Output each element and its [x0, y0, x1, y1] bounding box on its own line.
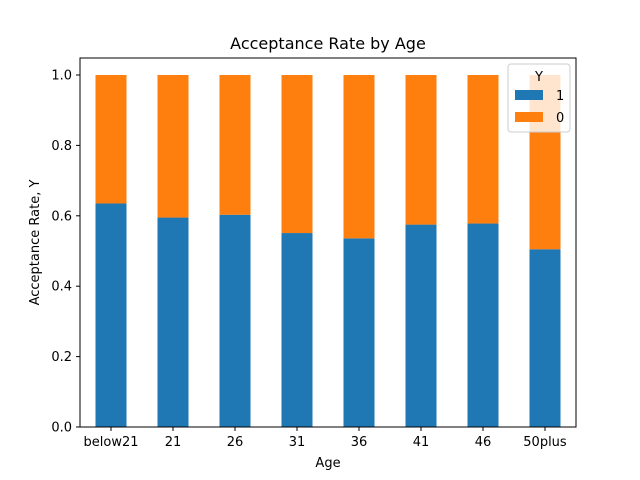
bar-31-y1 — [281, 233, 313, 427]
x-tick-label: 46 — [475, 435, 492, 450]
y-tick-label: 1.0 — [51, 69, 72, 84]
x-tick-label: 50plus — [523, 435, 567, 450]
y-tick-label: 0.2 — [51, 350, 72, 365]
x-tick-label: 31 — [289, 435, 306, 450]
bar-41-y0 — [405, 75, 437, 225]
x-tick-label: below21 — [84, 435, 139, 450]
bar-21-y1 — [157, 217, 189, 427]
axes-layer: 0.0 0.2 0.4 0.6 0.8 1.0 below21 21 26 31 36 41 46 50p… — [51, 57, 577, 450]
legend-swatch-1 — [515, 90, 543, 100]
bar-36-y0 — [343, 75, 375, 239]
bar-46-y1 — [467, 223, 499, 427]
y-tick-label: 0.4 — [51, 280, 72, 295]
bar-26-y0 — [219, 75, 251, 215]
x-tick-label: 36 — [351, 435, 368, 450]
legend-swatch-0 — [515, 112, 543, 122]
bar-50plus-y1 — [529, 249, 561, 427]
legend-entries: 10 — [515, 89, 564, 126]
legend-label-1: 1 — [556, 89, 564, 104]
legend: Y 10 — [507, 63, 571, 133]
bar-21-y0 — [157, 75, 189, 218]
x-tick-label: 21 — [165, 435, 182, 450]
y-tick-label: 0.0 — [51, 421, 72, 436]
bar-26-y1 — [219, 214, 251, 427]
x-axis-label: Age — [315, 456, 340, 471]
legend-label-0: 0 — [556, 111, 564, 126]
bars-layer — [95, 75, 561, 427]
bar-31-y0 — [281, 75, 313, 234]
bar-41-y1 — [405, 224, 437, 427]
chart-title: Acceptance Rate by Age — [230, 34, 426, 53]
y-axis-label: Acceptance Rate, Y — [28, 180, 43, 306]
y-tick-label: 0.8 — [51, 139, 72, 154]
plot-frame — [79, 57, 577, 428]
x-tick-label: 41 — [413, 435, 430, 450]
bar-below21-y0 — [95, 75, 127, 204]
bar-below21-y1 — [95, 203, 127, 427]
legend-title: Y — [534, 70, 543, 85]
bar-46-y0 — [467, 75, 499, 224]
y-tick-label: 0.6 — [51, 209, 72, 224]
x-tick-label: 26 — [227, 435, 244, 450]
bar-36-y1 — [343, 238, 375, 427]
